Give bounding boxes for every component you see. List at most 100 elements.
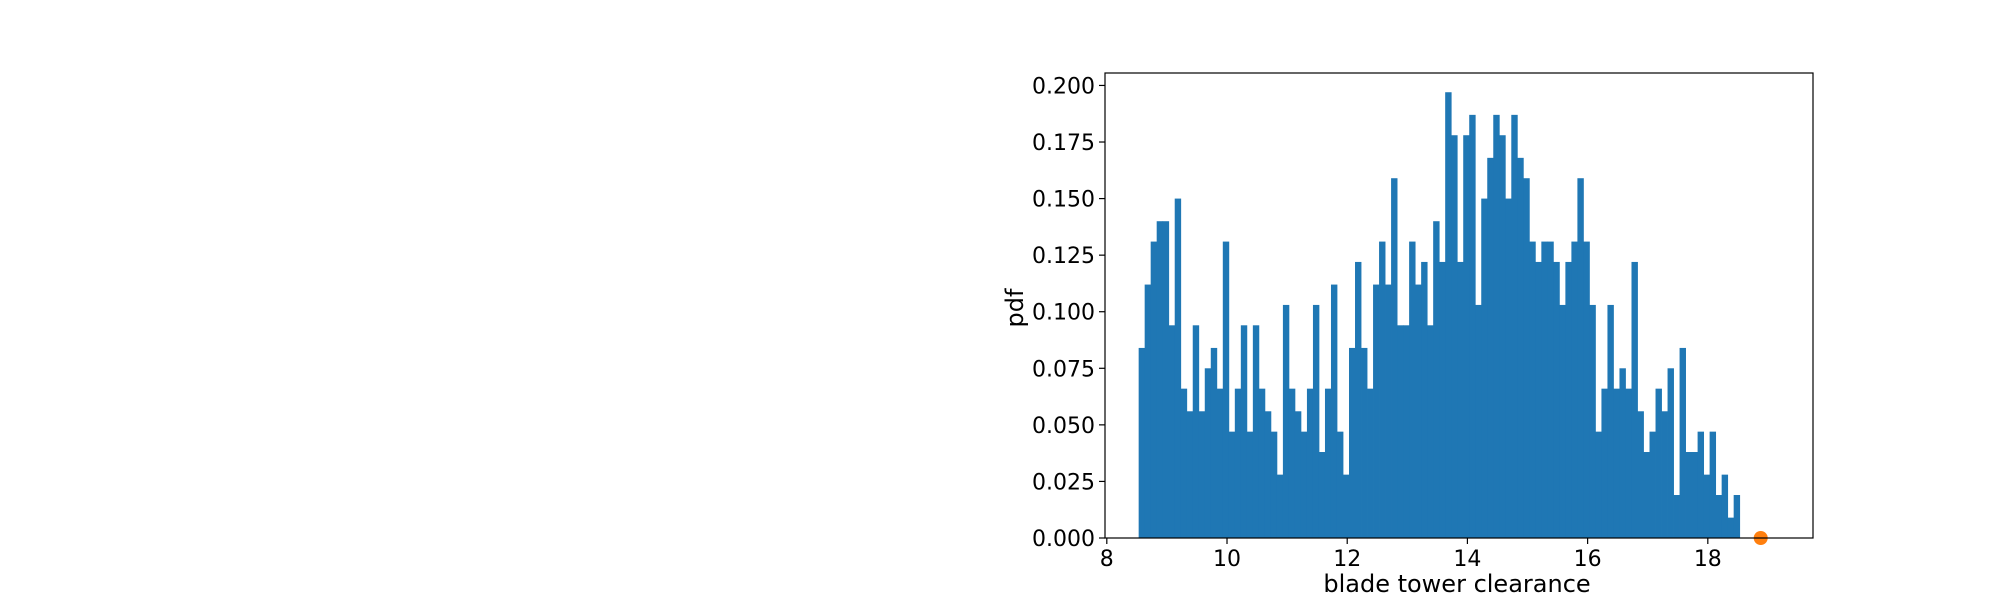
histogram-bar [1727,517,1735,538]
histogram-bar [1192,325,1200,538]
histogram-bar [1517,157,1524,538]
histogram-bar [1433,221,1440,538]
histogram-bar [1379,241,1386,538]
histogram-bar [1282,304,1290,538]
histogram-bar [1294,411,1302,538]
histogram-bar [1499,135,1506,539]
histogram-bar [1673,495,1680,538]
histogram-bar [1463,135,1470,539]
y-tick-label: 0.125 [1032,244,1095,269]
histogram-bar [1571,241,1578,538]
x-tick-label: 18 [1694,547,1722,572]
histogram-bar [1619,368,1626,538]
histogram-bar [1415,284,1422,538]
histogram-bar [1649,431,1656,538]
histogram-bar [1240,325,1248,538]
plot-frame [1104,72,1814,539]
histogram-bar [1144,284,1152,538]
histogram-bar [1355,261,1362,538]
histogram-bar [1541,241,1548,538]
histogram-bar [1721,474,1729,538]
y-tick-label: 0.075 [1032,357,1095,382]
x-axis-label: blade tower clearance [1323,570,1590,598]
histogram-bar [1703,474,1711,538]
histogram-bar [1228,431,1236,538]
histogram-bar [1493,114,1500,539]
histogram-bar [1306,388,1314,538]
histogram-bar [1487,157,1494,538]
histogram-bar [1505,198,1512,538]
x-tick-label: 12 [1333,547,1361,572]
histogram-bar [1475,304,1482,538]
histogram-bar [1252,325,1260,538]
histogram-bar [1607,304,1614,538]
histogram-bar [1457,261,1464,538]
histogram-bar [1318,452,1326,538]
histogram-bar [1589,304,1596,538]
histogram-bar [1595,431,1602,538]
histogram-bar [1529,241,1536,538]
histogram-bar [1685,452,1692,538]
histogram-bar [1643,452,1650,538]
histogram-bar [1451,135,1458,539]
histogram-bar [1336,431,1344,538]
histogram-bar [1397,325,1404,538]
histogram-bar [1246,431,1254,538]
histogram-bar [1577,178,1584,538]
histogram-bar [1691,452,1698,538]
histogram-bar [1156,221,1164,538]
y-tick-label: 0.175 [1032,131,1095,156]
histogram-bar [1138,347,1146,538]
histogram-bar [1715,495,1723,538]
histogram-bar [1204,368,1212,538]
histogram-bar [1150,241,1158,538]
y-tick-label: 0.150 [1032,188,1095,213]
histogram-bar [1373,284,1380,538]
histogram-bar [1439,261,1446,538]
histogram-bar [1330,284,1338,538]
histogram-bar [1583,241,1590,538]
y-axis-label: pdf [1001,288,1029,327]
histogram-bar [1445,92,1452,538]
histogram-bar [1162,221,1170,538]
histogram-bar [1276,474,1284,538]
x-tick-label: 10 [1213,547,1241,572]
histogram-bar [1409,241,1416,538]
histogram-bar [1553,261,1560,538]
histogram-bar [1523,178,1530,538]
histogram-bar [1625,388,1632,538]
histogram-bar [1637,411,1644,538]
x-tick-label: 14 [1453,547,1481,572]
histogram-bar [1180,388,1188,538]
histogram-bar [1661,411,1668,538]
histogram-bar [1427,325,1434,538]
histogram-bar [1481,198,1488,538]
histogram-bar [1565,261,1572,538]
histogram-bar [1667,368,1674,538]
histogram-bar [1288,388,1296,538]
histogram-bar [1264,411,1272,538]
histogram-bar [1312,304,1320,538]
histogram-bar [1216,388,1224,538]
histogram-bar [1559,304,1566,538]
histogram-bar [1613,388,1620,538]
histogram-bar [1361,347,1368,538]
histogram-bar [1733,495,1741,538]
histogram-bar [1186,411,1194,538]
histogram-bar [1421,261,1428,538]
histogram-bar [1222,241,1230,538]
y-tick-label: 0.200 [1032,74,1095,99]
histogram-bar [1198,411,1206,538]
y-tick-label: 0.100 [1032,301,1095,326]
histogram-bar [1349,347,1356,538]
x-tick-label: 16 [1574,547,1602,572]
axes-layer: 8 10 12 14 16 18 0.000 0.025 0.050 0.075 0.100 0.12… [1032,72,1814,572]
histogram-bar [1403,325,1410,538]
y-tick-label: 0.000 [1032,527,1095,552]
x-tick-label: 8 [1100,547,1114,572]
histogram-bar [1367,388,1374,538]
y-tick-label: 0.025 [1032,470,1095,495]
histogram-bar [1697,431,1705,538]
histogram-bar [1511,114,1518,539]
